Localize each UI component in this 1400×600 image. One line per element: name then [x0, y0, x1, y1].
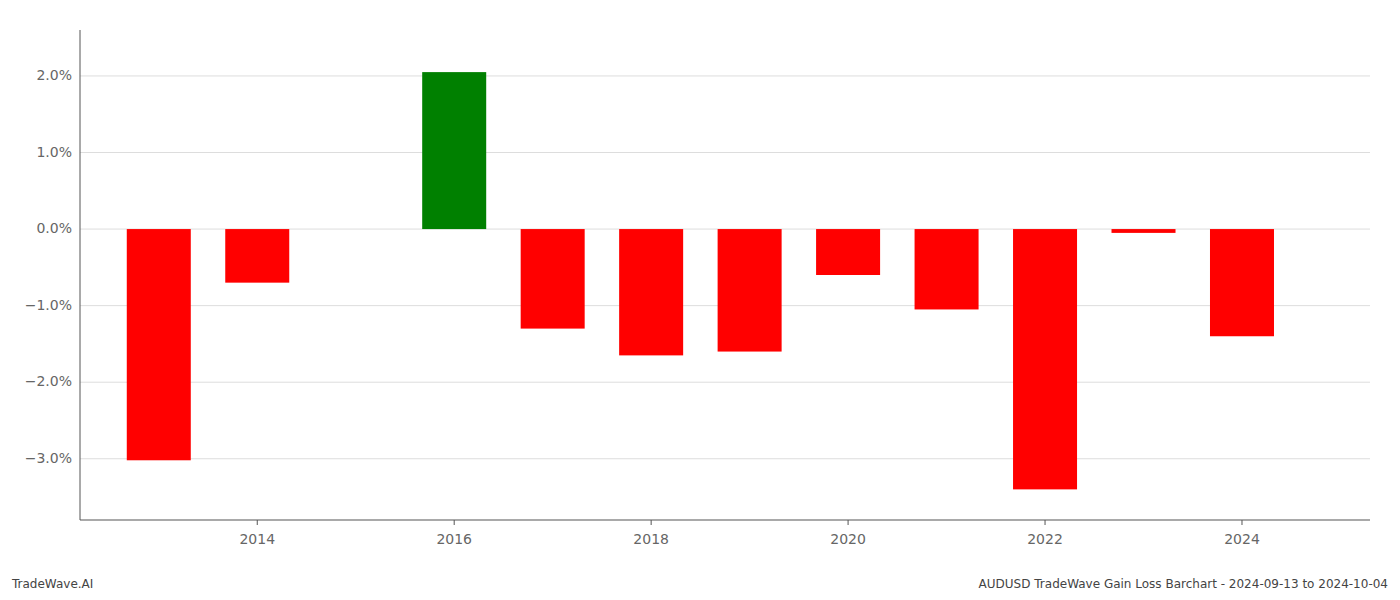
x-tick-label: 2024 [1224, 531, 1260, 547]
y-tick-label: −2.0% [25, 373, 72, 389]
bar [521, 229, 585, 329]
x-tick [1241, 520, 1242, 525]
bar [718, 229, 782, 352]
bar [1112, 229, 1176, 233]
grid-line [80, 152, 1370, 153]
x-tick-label: 2020 [830, 531, 866, 547]
bar [422, 72, 486, 229]
x-tick-label: 2022 [1027, 531, 1063, 547]
x-tick-label: 2018 [633, 531, 669, 547]
y-tick-label: 1.0% [36, 144, 72, 160]
x-tick [1045, 520, 1046, 525]
bar [1013, 229, 1077, 489]
grid-line [80, 458, 1370, 459]
x-tick-label: 2016 [436, 531, 472, 547]
y-tick-label: 0.0% [36, 220, 72, 236]
y-tick-label: −1.0% [25, 297, 72, 313]
y-tick-labels: −3.0% −2.0% −1.0% 0.0% 1.0% 2.0% [25, 67, 72, 466]
bar [1210, 229, 1274, 336]
footer-text: TradeWave.AI [11, 577, 93, 591]
bar [816, 229, 880, 275]
y-tick-label: 2.0% [36, 67, 72, 83]
y-grid [80, 76, 1370, 459]
x-tick-label: 2014 [239, 531, 275, 547]
x-tick [651, 520, 652, 525]
chart: −3.0%−2.0%−1.0%0.0%1.0%2.0%2014201620182… [0, 0, 1400, 600]
y-tick-label: −3.0% [25, 450, 72, 466]
x-tick [454, 520, 455, 525]
footer: TradeWave.AI AUDUSD TradeWave Gain Loss B… [11, 577, 1388, 591]
x-tick [848, 520, 849, 525]
bar [619, 229, 683, 355]
y-axis-line [80, 30, 81, 520]
bars [127, 72, 1274, 489]
x-ticks: 2014 2016 2018 2020 2022 2024 [239, 520, 1259, 547]
bar [915, 229, 979, 309]
x-axis-line [80, 519, 1370, 520]
bar [127, 229, 191, 460]
axes [80, 30, 1370, 520]
x-tick [257, 520, 258, 525]
bar [225, 229, 289, 283]
footer-text: AUDUSD TradeWave Gain Loss Barchart - 20… [979, 577, 1388, 591]
chart-container: −3.0%−2.0%−1.0%0.0%1.0%2.0%2014201620182… [0, 0, 1400, 600]
grid-line [80, 382, 1370, 383]
grid-line [80, 75, 1370, 76]
